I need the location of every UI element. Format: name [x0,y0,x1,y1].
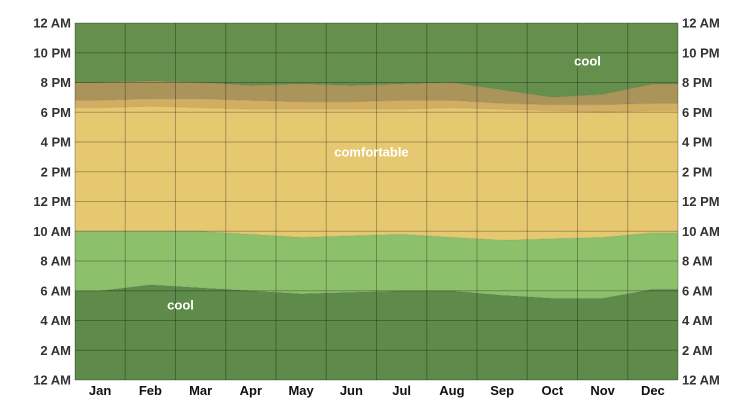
y-tick-label-right: 4 PM [682,135,712,150]
band-transition-1 [75,231,678,299]
x-tick-label: Apr [240,383,262,398]
y-tick-label-left: 10 PM [33,45,71,60]
y-tick-label-right: 10 AM [682,224,720,239]
y-tick-label-left: 2 AM [40,343,71,358]
y-tick-label-left: 8 AM [40,254,71,269]
y-tick-label-left: 6 AM [40,283,71,298]
x-tick-label: Dec [641,383,665,398]
y-tick-label-right: 6 AM [682,283,713,298]
boundary-morning_cool_end [75,284,678,299]
bands [75,23,678,380]
x-tick-label: Sep [490,383,514,398]
y-tick-label-left: 4 AM [40,313,71,328]
boundary-evening_comfortable_end [75,105,678,113]
y-tick-label-right: 6 PM [682,105,712,120]
y-tick-label-right: 12 PM [682,194,720,209]
band-comfortable-2 [75,106,678,241]
x-tick-label: Jan [89,383,111,398]
band-annotation: comfortable [334,144,408,159]
y-tick-label-left: 10 AM [33,224,71,239]
y-tick-label-left: 12 AM [33,16,71,31]
boundary-evening_warm_end [75,98,678,106]
band-annotation: cool [574,54,601,69]
y-tick-label-right: 4 AM [682,313,713,328]
y-tick-label-right: 12 AM [682,373,720,388]
x-tick-label: Mar [189,383,212,398]
y-tick-label-right: 8 AM [682,254,713,269]
y-tick-label-left: 6 PM [41,105,71,120]
x-tick-label: May [288,383,314,398]
y-tick-label-right: 2 AM [682,343,713,358]
band-transition-3 [75,98,678,113]
y-tick-label-left: 2 PM [41,164,71,179]
x-tick-label: Feb [139,383,162,398]
boundary-morning_comfortable_start [75,230,678,241]
band-cool-5 [75,23,678,98]
y-tick-label-left: 12 AM [33,373,71,388]
y-tick-label-right: 2 PM [682,164,712,179]
y-tick-label-right: 8 PM [682,75,712,90]
x-tick-label: Aug [439,383,464,398]
boundary-evening_cool_start [75,80,678,98]
x-tick-label: Jun [340,383,363,398]
x-tick-label: Oct [542,383,564,398]
y-tick-label-left: 4 PM [41,135,71,150]
y-tick-label-right: 12 AM [682,16,720,31]
grid [74,22,679,381]
x-tick-label: Jul [392,383,411,398]
y-tick-label-right: 10 PM [682,45,720,60]
band-annotation: cool [167,298,194,313]
band-cool-0 [75,284,678,380]
y-tick-label-left: 8 PM [41,75,71,90]
x-tick-label: Nov [590,383,615,398]
y-tick-label-left: 12 PM [33,194,71,209]
band-transition-4 [75,81,678,105]
